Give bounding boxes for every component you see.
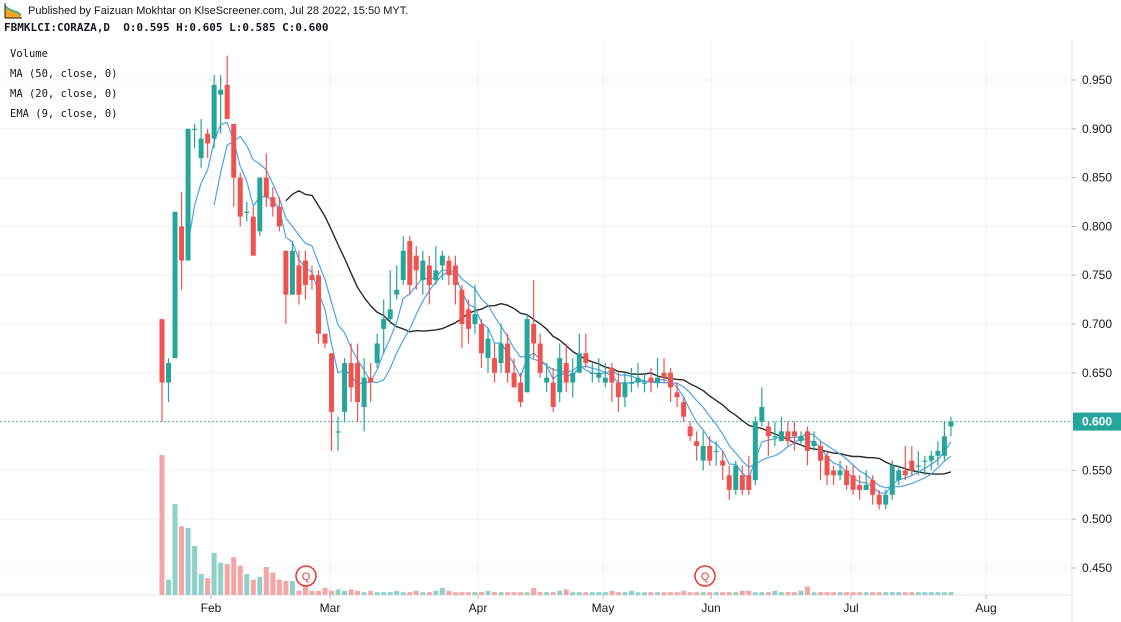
price-tick: 0.850 <box>1082 171 1112 185</box>
price-tick: 0.750 <box>1082 268 1112 282</box>
publisher-line: Published by Faizuan Mokhtar on KlseScre… <box>4 3 408 19</box>
legend-ma20[interactable]: MA (20, close, 0) <box>10 88 118 100</box>
time-tick: Mar <box>320 601 341 615</box>
price-tick: 0.900 <box>1082 122 1112 136</box>
area-chart-logo-icon <box>4 3 22 19</box>
legend-ma50[interactable]: MA (50, close, 0) <box>10 68 118 80</box>
svg-text:Q: Q <box>302 571 311 583</box>
time-tick: Apr <box>469 601 488 615</box>
price-axis[interactable]: 0.950 0.900 0.850 0.800 0.750 0.700 0.650 0.600… <box>1072 73 1121 575</box>
time-tick: Jul <box>843 601 858 615</box>
price-tick: 0.550 <box>1082 463 1112 477</box>
published-by-text: Published by Faizuan Mokhtar on KlseScre… <box>28 5 409 17</box>
volume-bars <box>159 455 954 595</box>
price-tick: 0.450 <box>1082 561 1112 575</box>
legend-volume[interactable]: Volume <box>10 48 48 60</box>
earnings-marker[interactable]: Q <box>694 565 716 587</box>
last-price-label: 0.600 <box>1073 412 1121 431</box>
time-tick: Jun <box>701 601 720 615</box>
svg-text:0.600: 0.600 <box>1082 415 1112 429</box>
indicator-legend: Volume MA (50, close, 0) MA (20, close, … <box>10 44 117 124</box>
time-tick: Aug <box>975 601 996 615</box>
time-tick: Feb <box>201 601 222 615</box>
moving-average-lines <box>187 121 952 495</box>
price-tick: 0.700 <box>1082 317 1112 331</box>
chart-header: Published by Faizuan Mokhtar on KlseScre… <box>0 0 1121 40</box>
earnings-marker[interactable]: Q <box>295 565 317 587</box>
price-tick: 0.500 <box>1082 512 1112 526</box>
legend-ema9[interactable]: EMA (9, close, 0) <box>10 108 118 120</box>
time-tick: May <box>592 601 615 615</box>
candlesticks <box>159 55 954 510</box>
price-tick: 0.650 <box>1082 366 1112 380</box>
price-tick: 0.800 <box>1082 219 1112 233</box>
svg-text:Q: Q <box>701 571 710 583</box>
price-tick: 0.950 <box>1082 73 1112 87</box>
time-axis[interactable]: Feb Mar Apr May Jun Jul Aug <box>201 595 997 615</box>
symbol-ohlc-line: FBMKLCI:CORAZA,D O:0.595 H:0.605 L:0.585… <box>4 21 329 34</box>
